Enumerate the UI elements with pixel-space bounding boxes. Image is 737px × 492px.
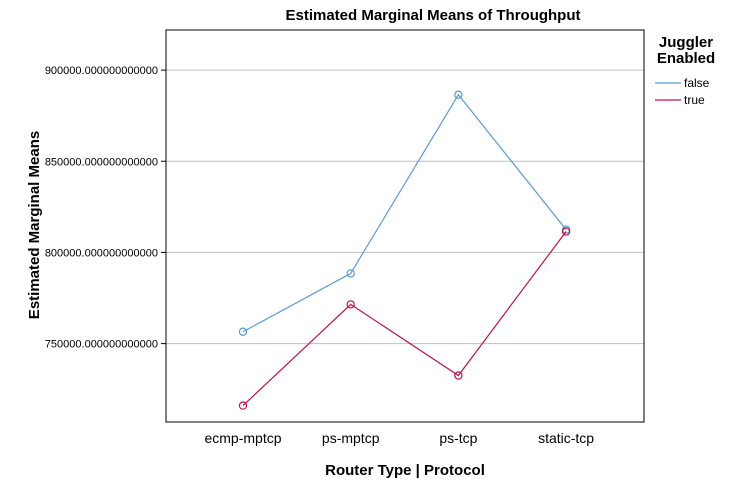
chart-title: Estimated Marginal Means of Throughput [285,7,580,24]
legend-label: true [684,93,705,107]
data-point [238,327,248,336]
legend-label: false [684,76,710,90]
data-point [454,90,463,99]
x-tick-label: ps-mptcp [322,430,380,446]
data-point [454,371,463,380]
series-layer [238,90,571,410]
y-tick-label: 800000.000000000000 [45,247,158,259]
y-tick-labels: 750000.000000000000 800000.000000000000 85… [45,65,166,351]
x-tick-label: ecmp-mptcp [204,430,281,446]
gridlines [166,69,644,345]
y-tick-label: 900000.000000000000 [45,65,158,77]
plot-frame [165,29,645,423]
legend-items: false true [655,76,710,107]
series-line-false [242,93,567,333]
x-tick-labels: ecmp-mptcp ps-mptcp ps-tcp static-tcp [204,430,594,446]
legend-title-line-1: Juggler [659,34,713,51]
x-tick-label: static-tcp [538,430,594,446]
y-tick-label: 850000.000000000000 [45,156,158,168]
data-point [238,401,248,410]
legend: Juggler Enabled false true [655,34,715,107]
series-false [238,90,571,336]
x-axis-title: Router Type | Protocol [325,462,485,479]
legend-item-true: true [655,93,705,107]
y-tick-label: 750000.000000000000 [45,339,158,351]
data-point [346,300,355,309]
x-tick-label: ps-tcp [439,430,477,446]
legend-title-line-2: Enabled [657,50,715,67]
y-axis-title: Estimated Marginal Means [26,131,43,319]
series-true [238,227,571,410]
series-line-true [242,231,567,407]
data-point [561,227,571,236]
data-point [346,269,355,278]
legend-item-false: false [655,76,710,90]
